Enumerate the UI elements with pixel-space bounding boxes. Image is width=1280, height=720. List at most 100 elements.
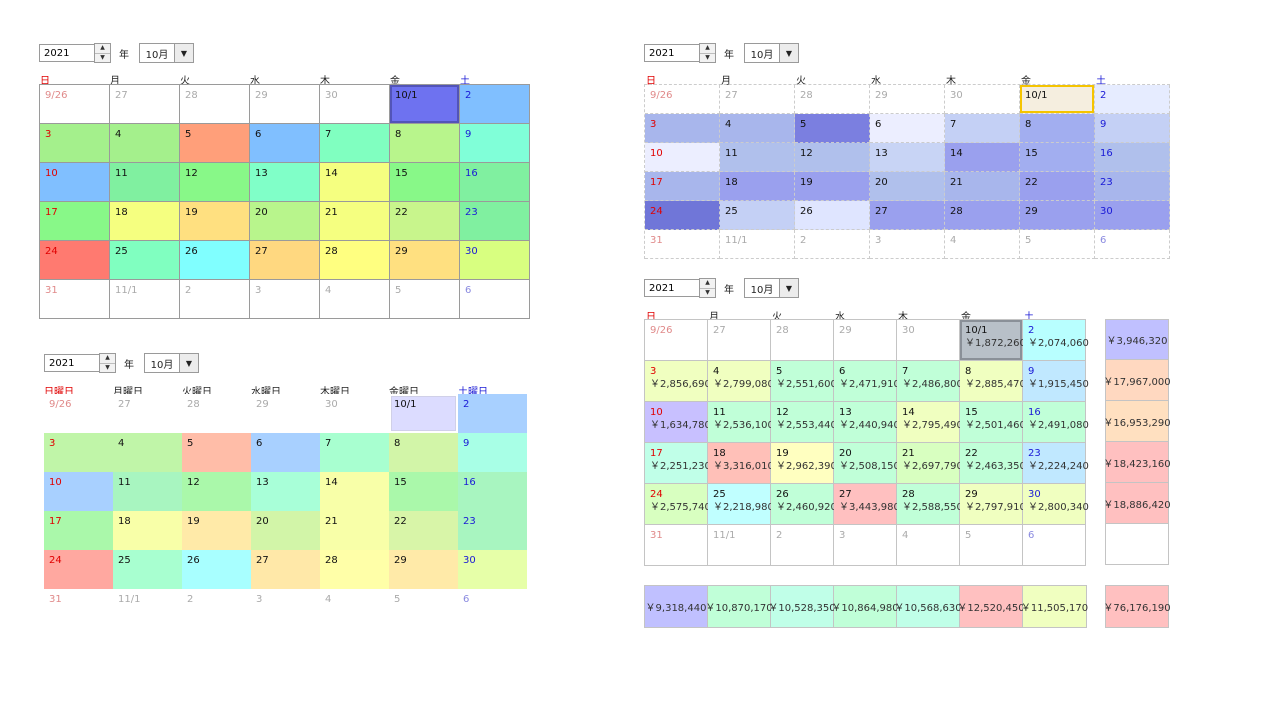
day-cell[interactable]: 8 ￥2,885,470 (960, 361, 1026, 402)
chevron-down-icon[interactable]: ▼ (779, 279, 798, 297)
day-cell[interactable]: 4 (113, 433, 182, 472)
day-cell[interactable]: 6 (458, 589, 527, 628)
day-cell[interactable]: 7 ￥2,486,800 (897, 361, 963, 402)
day-cell[interactable]: 3 (251, 589, 320, 628)
day-cell[interactable]: 9 ￥1,915,450 (1023, 361, 1089, 402)
day-cell[interactable]: 30 (1095, 201, 1170, 230)
day-cell[interactable]: 14 (320, 163, 390, 202)
day-cell[interactable]: 21 ￥2,697,790 (897, 443, 963, 484)
day-cell[interactable]: 3 (40, 124, 110, 163)
day-cell[interactable]: 13 ￥2,440,940 (834, 402, 900, 443)
day-cell[interactable]: 3 (870, 230, 945, 259)
day-cell[interactable]: 10 ￥1,634,780 (645, 402, 711, 443)
chevron-down-icon[interactable]: ▼ (179, 354, 198, 372)
day-cell[interactable]: 15 (390, 163, 460, 202)
day-cell[interactable]: 5 (389, 589, 458, 628)
day-cell[interactable]: 11/1 (110, 280, 180, 319)
day-cell[interactable]: 24 ￥2,575,740 (645, 484, 711, 525)
day-cell[interactable]: 30 (320, 394, 389, 433)
day-cell[interactable]: 2 (771, 525, 834, 566)
day-cell[interactable]: 3 ￥2,856,690 (645, 361, 711, 402)
day-cell[interactable]: 10/1 ￥1,872,260 (960, 320, 1026, 361)
day-cell[interactable]: 27 (250, 241, 320, 280)
chevron-down-icon[interactable]: ▼ (174, 44, 193, 62)
spin-down-icon[interactable]: ▼ (700, 288, 715, 297)
day-cell[interactable]: 9/26 (40, 85, 110, 124)
day-cell[interactable]: 10/1 (389, 394, 458, 433)
day-cell[interactable]: 9 (460, 124, 530, 163)
day-cell[interactable]: 5 ￥2,551,600 (771, 361, 837, 402)
day-cell[interactable]: 14 (320, 472, 389, 511)
day-cell[interactable]: 22 (389, 511, 458, 550)
day-cell[interactable]: 9 (1095, 114, 1170, 143)
day-cell[interactable]: 28 (945, 201, 1020, 230)
day-cell[interactable]: 16 ￥2,491,080 (1023, 402, 1089, 443)
day-cell[interactable]: 14 ￥2,795,490 (897, 402, 963, 443)
day-cell[interactable]: 2 (460, 85, 530, 124)
day-cell[interactable]: 4 (945, 230, 1020, 259)
day-cell[interactable]: 6 (460, 280, 530, 319)
day-cell[interactable]: 9/26 (645, 320, 708, 361)
day-cell[interactable]: 17 ￥2,251,230 (645, 443, 711, 484)
day-cell[interactable]: 5 (390, 280, 460, 319)
day-cell[interactable]: 28 (180, 85, 250, 124)
spin-down-icon[interactable]: ▼ (700, 53, 715, 62)
day-cell[interactable]: 20 (251, 511, 320, 550)
day-cell[interactable]: 9/26 (44, 394, 113, 433)
day-cell[interactable]: 10/1 (390, 85, 460, 124)
day-cell[interactable]: 7 (945, 114, 1020, 143)
day-cell[interactable]: 27 ￥3,443,980 (834, 484, 900, 525)
day-cell[interactable]: 6 (870, 114, 945, 143)
day-cell[interactable]: 20 (870, 172, 945, 201)
spin-down-icon[interactable]: ▼ (100, 363, 115, 372)
day-cell[interactable]: 12 (182, 472, 251, 511)
day-cell[interactable]: 27 (720, 85, 795, 114)
day-cell[interactable]: 17 (645, 172, 720, 201)
day-cell[interactable]: 7 (320, 124, 390, 163)
day-cell[interactable]: 16 (458, 472, 527, 511)
day-cell[interactable]: 27 (251, 550, 320, 589)
day-cell[interactable]: 18 (110, 202, 180, 241)
day-cell[interactable]: 4 (110, 124, 180, 163)
day-cell[interactable]: 9 (458, 433, 527, 472)
day-cell[interactable]: 24 (44, 550, 113, 589)
day-cell[interactable]: 13 (250, 163, 320, 202)
day-cell[interactable]: 24 (40, 241, 110, 280)
day-cell[interactable]: 21 (320, 202, 390, 241)
day-cell[interactable]: 11 (110, 163, 180, 202)
day-cell[interactable]: 19 (180, 202, 250, 241)
chevron-down-icon[interactable]: ▼ (779, 44, 798, 62)
day-cell[interactable]: 31 (44, 589, 113, 628)
day-cell[interactable]: 5 (182, 433, 251, 472)
day-cell[interactable]: 3 (44, 433, 113, 472)
day-cell[interactable]: 29 (251, 394, 320, 433)
day-cell[interactable]: 2 (458, 394, 527, 433)
day-cell[interactable]: 10/1 (1020, 85, 1095, 114)
day-cell[interactable]: 12 (795, 143, 870, 172)
day-cell[interactable]: 26 (182, 550, 251, 589)
day-cell[interactable]: 11 ￥2,536,100 (708, 402, 774, 443)
day-cell[interactable]: 28 ￥2,588,550 (897, 484, 963, 525)
day-cell[interactable]: 27 (110, 85, 180, 124)
day-cell[interactable]: 6 (250, 124, 320, 163)
day-cell[interactable]: 26 (795, 201, 870, 230)
day-cell[interactable]: 27 (113, 394, 182, 433)
day-cell[interactable]: 12 ￥2,553,440 (771, 402, 837, 443)
day-cell[interactable]: 23 ￥2,224,240 (1023, 443, 1089, 484)
day-cell[interactable]: 2 ￥2,074,060 (1023, 320, 1089, 361)
year-input[interactable] (644, 279, 699, 297)
day-cell[interactable]: 3 (645, 114, 720, 143)
day-cell[interactable]: 29 ￥2,797,910 (960, 484, 1026, 525)
spin-up-icon[interactable]: ▲ (100, 354, 115, 364)
day-cell[interactable]: 28 (320, 550, 389, 589)
day-cell[interactable]: 25 ￥2,218,980 (708, 484, 774, 525)
day-cell[interactable]: 5 (795, 114, 870, 143)
month-select[interactable]: 10月 ▼ (144, 353, 199, 373)
day-cell[interactable]: 3 (250, 280, 320, 319)
day-cell[interactable]: 13 (870, 143, 945, 172)
day-cell[interactable]: 22 (390, 202, 460, 241)
day-cell[interactable]: 6 (1095, 230, 1170, 259)
day-cell[interactable]: 21 (320, 511, 389, 550)
day-cell[interactable]: 7 (320, 433, 389, 472)
day-cell[interactable]: 30 (945, 85, 1020, 114)
